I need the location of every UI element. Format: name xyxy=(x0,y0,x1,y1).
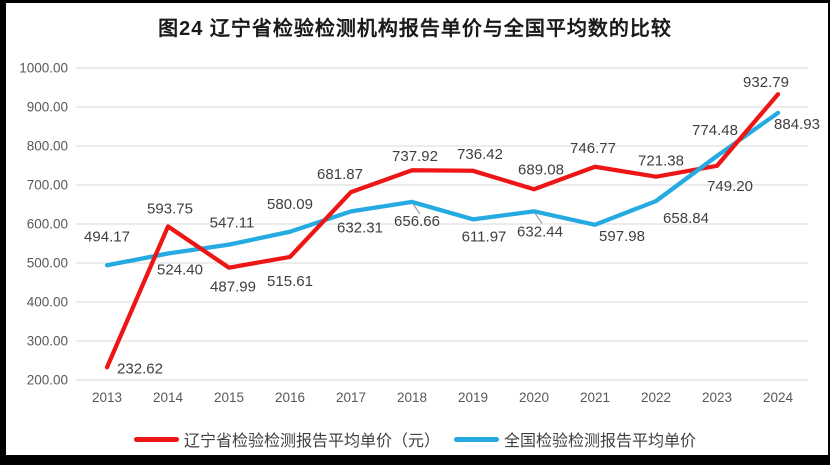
legend-label-liaoning: 辽宁省检验检测报告平均单价（元） xyxy=(183,433,440,450)
data-label-national-2016: 580.09 xyxy=(267,196,313,213)
data-label-liaoning-2016: 515.61 xyxy=(267,273,313,290)
x-axis-tick-label: 2013 xyxy=(92,390,122,405)
data-label-national-2021: 597.98 xyxy=(599,228,645,245)
legend-label-national: 全国检验检测报告平均单价 xyxy=(504,433,697,450)
y-axis-tick-label: 300.00 xyxy=(27,334,68,349)
y-axis-tick-label: 600.00 xyxy=(27,217,68,232)
series-line-national-overlap xyxy=(653,153,720,204)
data-label-national-2020: 632.44 xyxy=(517,223,563,240)
legend-swatch-national-icon xyxy=(454,436,499,442)
label-leader-line xyxy=(534,213,543,224)
data-label-national-2023: 774.48 xyxy=(692,122,738,139)
page-edge-left xyxy=(0,0,6,465)
y-axis-tick-label: 900.00 xyxy=(27,100,68,115)
y-axis-tick-label: 400.00 xyxy=(27,295,68,310)
data-label-liaoning-2024: 932.79 xyxy=(743,74,789,91)
page-edge-top xyxy=(0,0,830,3)
data-label-liaoning-2013: 232.62 xyxy=(117,360,163,377)
data-label-liaoning-2021: 746.77 xyxy=(570,140,616,157)
chart-title: 图24 辽宁省检验检测机构报告单价与全国平均数的比较 xyxy=(158,18,672,40)
y-axis-tick-label: 1000.00 xyxy=(19,61,68,76)
data-label-national-2022: 658.84 xyxy=(663,210,709,227)
data-label-national-2018: 656.66 xyxy=(394,213,440,230)
legend-item-national: 全国检验检测报告平均单价 xyxy=(454,427,696,451)
chart-legend: 辽宁省检验检测报告平均单价（元） 全国检验检测报告平均单价 xyxy=(0,427,830,451)
x-axis-tick-label: 2020 xyxy=(519,390,549,405)
data-label-liaoning-2014: 593.75 xyxy=(147,200,193,217)
data-label-liaoning-2019: 736.42 xyxy=(457,146,503,163)
x-axis-tick-label: 2015 xyxy=(214,390,244,405)
data-label-national-2024: 884.93 xyxy=(774,116,820,133)
x-axis-tick-label: 2014 xyxy=(153,390,184,405)
data-label-liaoning-2017: 681.87 xyxy=(317,166,363,183)
data-label-national-2014: 524.40 xyxy=(157,261,203,278)
data-label-national-2019: 611.97 xyxy=(462,228,507,245)
data-label-liaoning-2020: 689.08 xyxy=(518,161,564,178)
data-label-national-2015: 547.11 xyxy=(210,215,255,232)
x-axis-tick-label: 2017 xyxy=(336,390,366,405)
data-label-national-2013: 494.17 xyxy=(84,228,130,245)
x-axis-tick-label: 2018 xyxy=(397,390,427,405)
y-axis-tick-label: 500.00 xyxy=(27,256,68,271)
series-line-national xyxy=(104,110,781,268)
legend-item-liaoning: 辽宁省检验检测报告平均单价（元） xyxy=(133,427,440,451)
page-edge-right xyxy=(828,0,830,465)
data-label-liaoning-2015: 487.99 xyxy=(210,279,256,296)
x-axis-tick-label: 2024 xyxy=(763,390,794,405)
y-axis-tick-label: 200.00 xyxy=(27,373,68,388)
x-axis-tick-label: 2022 xyxy=(641,390,671,405)
x-axis-tick-label: 2021 xyxy=(580,390,610,405)
data-label-liaoning-2018: 737.92 xyxy=(392,148,438,165)
x-axis-tick-label: 2023 xyxy=(702,390,732,405)
series-line-liaoning xyxy=(104,92,781,370)
data-label-national-2017: 632.31 xyxy=(337,219,383,236)
label-leader-line xyxy=(412,203,421,215)
legend-swatch-liaoning-icon xyxy=(133,436,179,442)
data-label-liaoning-2022: 721.38 xyxy=(638,153,684,170)
x-axis-tick-label: 2019 xyxy=(458,390,488,405)
x-axis-tick-label: 2016 xyxy=(275,390,305,405)
y-axis-tick-label: 700.00 xyxy=(27,178,68,193)
y-axis-tick-label: 800.00 xyxy=(27,139,68,154)
page-edge-bottom xyxy=(0,455,830,465)
data-label-liaoning-2023: 749.20 xyxy=(707,178,753,195)
